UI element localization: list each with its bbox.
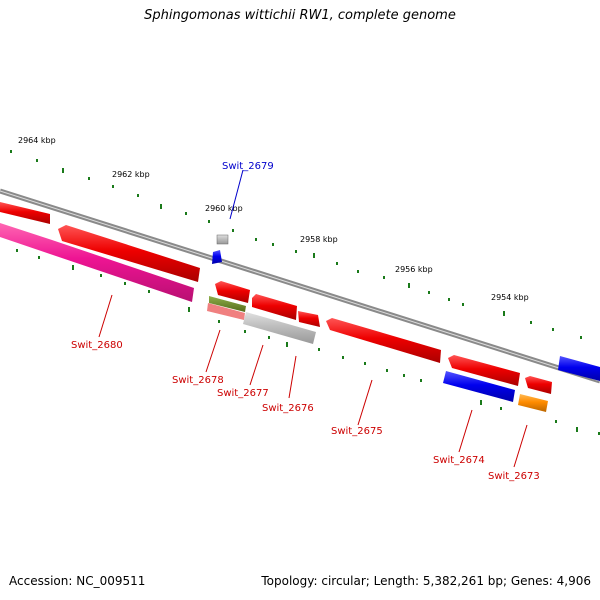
feature-red-f bbox=[326, 318, 441, 363]
accession-text: Accession: NC_009511 bbox=[9, 574, 146, 588]
feature-red-e bbox=[298, 311, 320, 327]
scale-ticks-inner bbox=[16, 249, 600, 435]
feature-swit-2673 bbox=[518, 394, 548, 412]
features-forward bbox=[0, 202, 600, 394]
feature-gray-small bbox=[216, 234, 229, 245]
gene-label-swit-2674: Swit_2674 bbox=[433, 455, 485, 466]
feature-red-h bbox=[525, 376, 552, 394]
feature-swit-2678-green bbox=[209, 296, 246, 312]
gene-label-swit-2680: Swit_2680 bbox=[71, 340, 123, 351]
feature-red-g bbox=[448, 355, 520, 386]
feature-red-a bbox=[0, 202, 50, 224]
feature-swit-2679 bbox=[212, 250, 222, 264]
gene-label-swit-2676: Swit_2676 bbox=[262, 403, 314, 414]
gene-label-swit-2678: Swit_2678 bbox=[172, 375, 224, 386]
map-title: Sphingomonas wittichii RW1, complete gen… bbox=[144, 8, 456, 23]
feature-swit-2677 bbox=[243, 312, 316, 344]
callout-lines bbox=[98, 169, 528, 468]
tick-label-2964: 2964 kbp bbox=[18, 136, 56, 145]
tick-label-2954: 2954 kbp bbox=[491, 293, 529, 302]
scale-ticks-outer bbox=[10, 150, 582, 339]
scale-labels: 2964 kbp 2962 kbp 2960 kbp 2958 kbp 2956… bbox=[18, 136, 529, 302]
tick-label-2960: 2960 kbp bbox=[205, 204, 243, 213]
features-reverse bbox=[0, 223, 548, 412]
feature-blue-right bbox=[558, 356, 600, 381]
gene-label-swit-2673: Swit_2673 bbox=[488, 471, 540, 482]
feature-red-b bbox=[58, 225, 200, 282]
feature-red-c bbox=[215, 281, 250, 303]
feature-swit-2680 bbox=[0, 223, 194, 302]
tick-label-2958: 2958 kbp bbox=[300, 235, 338, 244]
feature-swit-2674 bbox=[443, 371, 515, 402]
tick-label-2956: 2956 kbp bbox=[395, 265, 433, 274]
tick-label-2962: 2962 kbp bbox=[112, 170, 150, 179]
gene-label-swit-2675: Swit_2675 bbox=[331, 426, 383, 437]
gene-label-swit-2679: Swit_2679 bbox=[222, 161, 274, 172]
feature-swit-2678 bbox=[207, 303, 245, 320]
genome-summary-text: Topology: circular; Length: 5,382,261 bp… bbox=[261, 574, 591, 588]
backbone bbox=[0, 188, 600, 384]
feature-red-d bbox=[252, 294, 297, 320]
gene-label-swit-2677: Swit_2677 bbox=[217, 388, 269, 399]
gene-labels: Swit_2679 Swit_2680 Swit_2678 Swit_2677 … bbox=[71, 161, 540, 482]
